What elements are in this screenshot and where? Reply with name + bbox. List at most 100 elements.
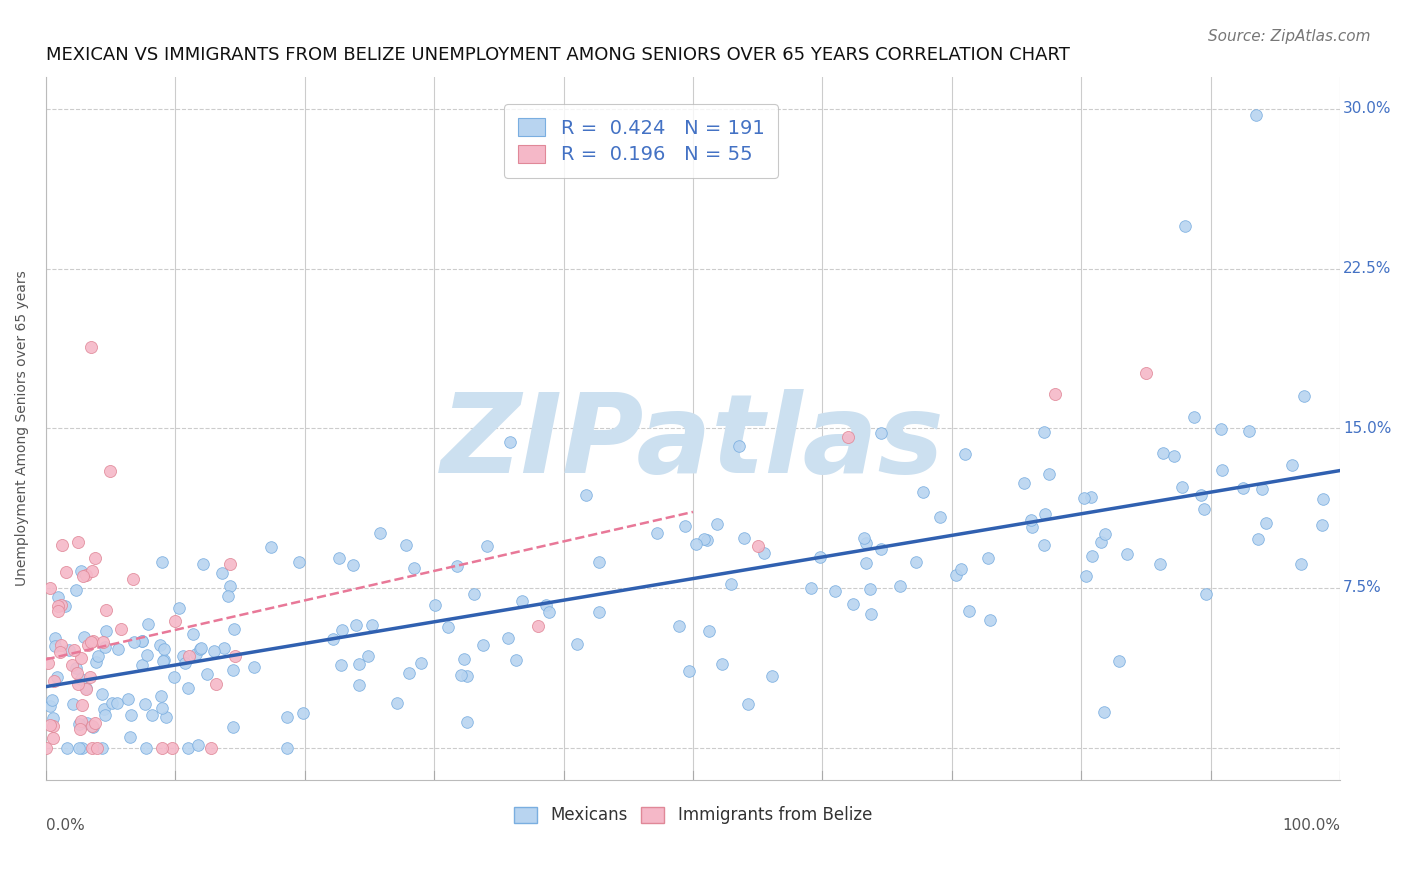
Point xyxy=(1244,108,1267,122)
Point xyxy=(100,464,122,478)
Point xyxy=(117,692,139,706)
Point xyxy=(737,698,759,712)
Point xyxy=(87,649,110,664)
Point xyxy=(957,605,980,619)
Point xyxy=(1032,538,1054,552)
Point xyxy=(1090,535,1112,549)
Point xyxy=(72,569,94,583)
Point xyxy=(222,663,245,677)
Point xyxy=(73,630,96,644)
Point xyxy=(800,581,823,595)
Point xyxy=(184,647,207,661)
Point xyxy=(342,558,364,573)
Point xyxy=(1211,463,1233,477)
Point xyxy=(149,638,172,652)
Point xyxy=(761,669,783,683)
Point xyxy=(347,657,370,671)
Point xyxy=(41,692,63,706)
Point xyxy=(1080,490,1102,504)
Point xyxy=(91,687,114,701)
Text: 22.5%: 22.5% xyxy=(1343,261,1392,276)
Point xyxy=(177,649,200,664)
Point xyxy=(456,669,478,683)
Point xyxy=(70,714,93,728)
Point xyxy=(1310,518,1333,533)
Point xyxy=(344,618,367,632)
Point xyxy=(174,656,197,670)
Point xyxy=(1038,467,1060,482)
Point xyxy=(1192,502,1215,516)
Point xyxy=(163,614,186,628)
Point xyxy=(63,643,86,657)
Point xyxy=(673,519,696,533)
Point xyxy=(706,516,728,531)
Point xyxy=(243,660,266,674)
Point xyxy=(404,561,426,575)
Point xyxy=(1289,557,1312,571)
Point xyxy=(70,564,93,578)
Point xyxy=(222,720,245,734)
Point xyxy=(49,638,72,652)
Point xyxy=(46,590,69,604)
Point xyxy=(347,678,370,692)
Point xyxy=(526,619,548,633)
Point xyxy=(110,622,132,636)
Point xyxy=(62,697,84,711)
Point xyxy=(70,651,93,665)
Point xyxy=(42,673,65,688)
Point xyxy=(733,531,755,545)
Point xyxy=(291,706,314,721)
Point xyxy=(181,627,204,641)
Point xyxy=(150,740,173,755)
Point xyxy=(446,559,468,574)
Text: 7.5%: 7.5% xyxy=(1343,581,1382,596)
Point xyxy=(65,661,87,675)
Point xyxy=(678,664,700,678)
Text: 100.0%: 100.0% xyxy=(1282,818,1340,833)
Point xyxy=(929,509,952,524)
Point xyxy=(38,718,60,732)
Point xyxy=(190,641,212,656)
Point xyxy=(858,582,880,596)
Point xyxy=(696,533,718,548)
Point xyxy=(79,670,101,684)
Point xyxy=(276,740,298,755)
Point xyxy=(1035,507,1057,521)
Point xyxy=(1094,526,1116,541)
Point xyxy=(645,525,668,540)
Point xyxy=(685,536,707,550)
Point xyxy=(135,648,157,663)
Point xyxy=(91,740,114,755)
Y-axis label: Unemployment Among Seniors over 65 years: Unemployment Among Seniors over 65 years xyxy=(15,270,30,586)
Point xyxy=(136,617,159,632)
Point xyxy=(855,536,877,550)
Point xyxy=(496,632,519,646)
Point xyxy=(224,648,246,663)
Point xyxy=(357,648,380,663)
Point xyxy=(84,550,107,565)
Point xyxy=(904,555,927,569)
Point xyxy=(1116,547,1139,561)
Point xyxy=(322,632,344,646)
Point xyxy=(56,740,79,755)
Point xyxy=(536,599,558,613)
Point xyxy=(131,634,153,648)
Point xyxy=(46,670,69,684)
Point xyxy=(450,668,472,682)
Point xyxy=(80,564,103,578)
Point xyxy=(82,718,104,732)
Point xyxy=(747,539,769,553)
Point xyxy=(425,599,447,613)
Point xyxy=(190,641,212,656)
Point xyxy=(131,658,153,673)
Point xyxy=(1170,480,1192,494)
Point xyxy=(41,719,63,733)
Point xyxy=(80,635,103,649)
Point xyxy=(94,708,117,723)
Point xyxy=(86,740,108,755)
Point xyxy=(152,654,174,668)
Point xyxy=(575,487,598,501)
Point xyxy=(1081,549,1104,563)
Point xyxy=(177,681,200,695)
Point xyxy=(853,531,876,545)
